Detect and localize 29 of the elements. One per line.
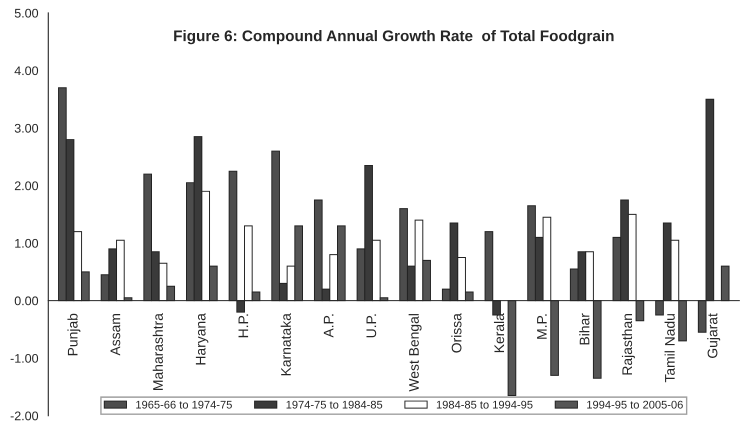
x-tick-label: Maharashtra	[152, 313, 163, 390]
x-tick-label: Rajasthan	[622, 314, 635, 375]
y-tick-label: 3.00	[14, 124, 38, 133]
x-tick-label: Punjab	[67, 314, 80, 356]
y-tick-label: 0.00	[14, 296, 38, 306]
legend-label: 1984-85 to 1994-95	[436, 400, 533, 409]
y-tick-label: 2.00	[14, 181, 38, 190]
y-tick-label: -1.00	[10, 354, 38, 363]
text: Figure 6: Compound Annual Growth Rate of Total Foodgrain	[174, 30, 614, 44]
x-tick-label: Haryana	[196, 313, 208, 364]
legend-label: 1974-75 to 1984-85	[286, 400, 382, 409]
x-tick-label: Kerala	[494, 313, 504, 352]
y-tick-label: 4.00	[14, 66, 38, 76]
x-tick-label: Karnataka	[280, 313, 291, 376]
x-tick-label: Assam	[110, 314, 120, 356]
x-tick-label: Bihar	[579, 313, 590, 344]
x-tick-label: Tamil Nadu	[664, 314, 675, 382]
y-tick-label: 1.00	[15, 238, 38, 248]
x-tick-label: M.P.	[537, 314, 547, 339]
y-tick-label: -2.00	[10, 411, 38, 420]
legend-label: 1994-95 to 2005-06	[587, 400, 683, 409]
x-tick-label: U.P.	[366, 314, 376, 338]
x-tick-label: Orissa	[451, 313, 462, 353]
x-tick-label: H.P.	[238, 314, 248, 338]
x-tick-label: Gujarat	[707, 313, 720, 358]
y-tick-label: 5.00	[14, 8, 38, 18]
x-tick-label: A.P.	[324, 314, 334, 338]
legend-label: 1965-66 to 1974-75	[136, 400, 232, 409]
x-tick-label: West Bengal	[408, 314, 422, 392]
